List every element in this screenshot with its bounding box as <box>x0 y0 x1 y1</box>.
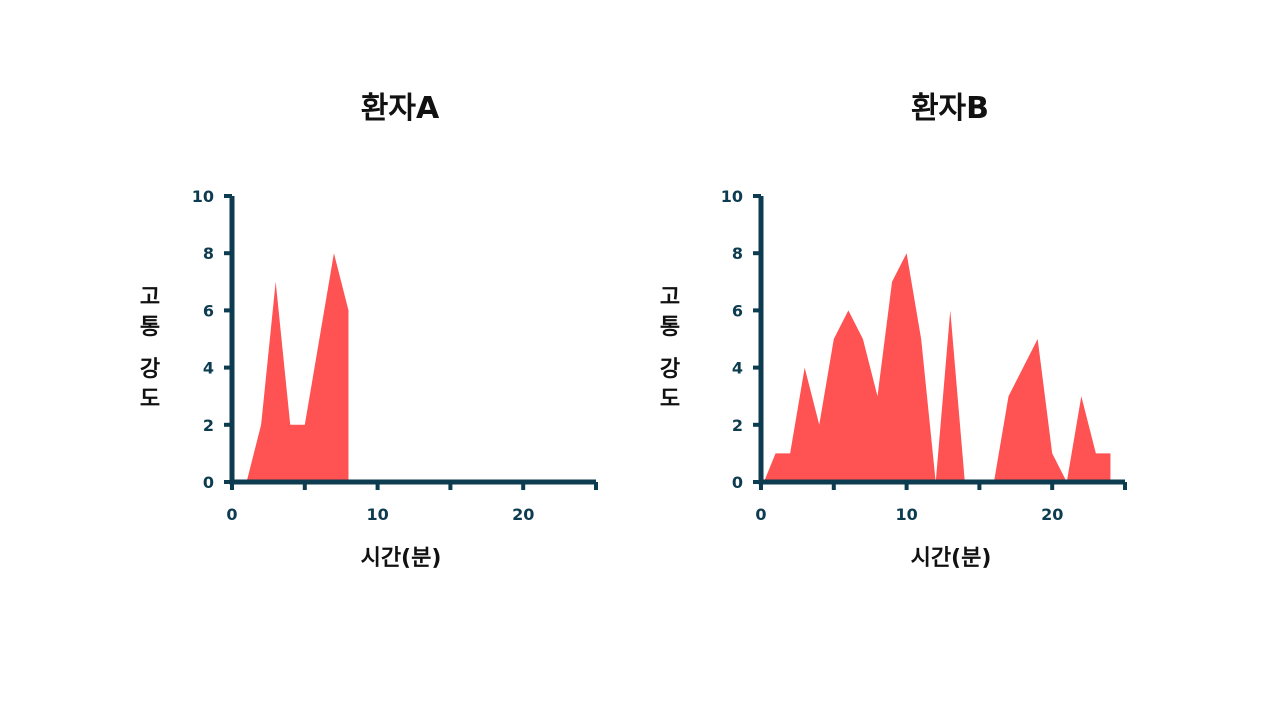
y-tick-label: 6 <box>203 301 214 320</box>
y-axis-label-char: 도 <box>140 387 160 412</box>
y-axis-label-char: 통 <box>140 315 160 340</box>
y-tick-label: 0 <box>732 473 743 492</box>
y-axis-label-char: 고 <box>660 285 680 310</box>
x-tick-label: 20 <box>512 505 534 524</box>
y-tick-label: 10 <box>192 187 214 206</box>
y-axis-label-char: 강 <box>140 357 160 382</box>
y-tick-label: 6 <box>732 301 743 320</box>
x-tick-label: 10 <box>366 505 388 524</box>
chart-title: 환자B <box>911 91 989 126</box>
x-axis-label: 시간(분) <box>361 546 442 571</box>
x-tick-label: 10 <box>895 505 917 524</box>
x-tick-label: 0 <box>755 505 766 524</box>
y-axis-label-char: 도 <box>660 387 680 412</box>
y-tick-label: 2 <box>732 416 743 435</box>
chart-title: 환자A <box>361 91 440 126</box>
x-axis-label: 시간(분) <box>911 546 992 571</box>
y-axis-label-char: 강 <box>660 357 680 382</box>
pain-area-series <box>246 253 349 482</box>
y-axis-label-char: 고 <box>140 285 160 310</box>
y-axis-label-char: 통 <box>660 315 680 340</box>
x-tick-label: 20 <box>1041 505 1063 524</box>
y-tick-label: 8 <box>732 244 743 263</box>
y-tick-label: 8 <box>203 244 214 263</box>
y-tick-label: 2 <box>203 416 214 435</box>
x-tick-label: 0 <box>226 505 237 524</box>
y-tick-label: 4 <box>732 359 743 378</box>
pain-area-series <box>763 253 1111 482</box>
y-tick-label: 10 <box>721 187 743 206</box>
y-tick-label: 0 <box>203 473 214 492</box>
y-tick-label: 4 <box>203 359 214 378</box>
